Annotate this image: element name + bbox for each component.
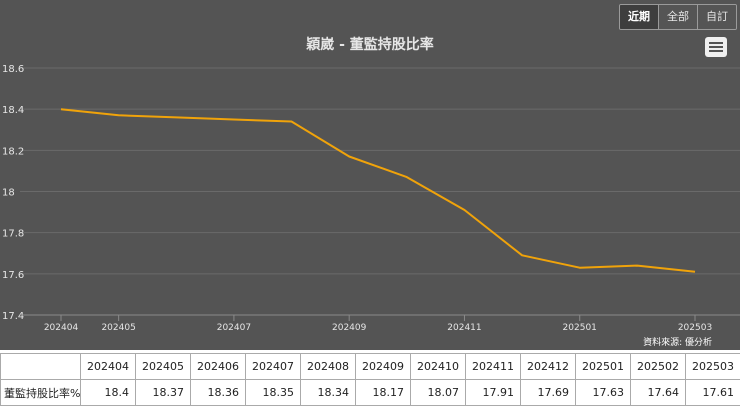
table-header-cell: 202408	[300, 353, 356, 380]
x-tick-label: 202407	[217, 323, 251, 333]
table-value-row: 董監持股比率% 18.4 18.37 18.36 18.35 18.34 18.17 18.0…	[0, 379, 740, 406]
source-note: 資料來源: 優分析	[643, 338, 712, 348]
table-header-cell: 202411	[465, 353, 521, 380]
y-tick-label: 17.6	[2, 270, 24, 281]
table-header-cell: 202502	[630, 353, 686, 380]
table-value-cell: 18.07	[410, 379, 466, 406]
table-value-cell: 18.17	[355, 379, 411, 406]
chart-panel: 17.4 17.6 17.8 18 18.2 18.4 18.6 202404 202405 20…	[0, 0, 740, 350]
table-header-cell: 202407	[245, 353, 301, 380]
y-tick-label: 17.4	[2, 311, 24, 322]
table-value-cell: 18.36	[190, 379, 246, 406]
y-tick-label: 18.6	[2, 64, 24, 75]
x-tick-label: 202409	[332, 323, 367, 333]
y-tick-label: 18.2	[2, 146, 24, 157]
series-line	[60, 108, 696, 273]
table-value-cell: 18.34	[300, 379, 356, 406]
range-all-button[interactable]: 全部	[658, 5, 697, 29]
table-value-cell: 18.4	[80, 379, 136, 406]
x-tick-label: 202404	[44, 323, 79, 333]
x-tick-label: 202503	[678, 323, 712, 333]
chart-title: 穎崴 - 董監持股比率	[306, 37, 434, 53]
table-header-cell: 202501	[575, 353, 631, 380]
line-chart: 17.4 17.6 17.8 18 18.2 18.4 18.6 202404 202405 20…	[2, 64, 740, 333]
table-value-cell: 17.64	[630, 379, 686, 406]
y-tick-label: 18	[2, 188, 15, 199]
table-header-cell: 202405	[135, 353, 191, 380]
data-table: 202404 202405 202406 202407 202408 202409 2024…	[0, 353, 740, 406]
y-tick-label: 18.4	[2, 105, 24, 116]
x-tick-label: 202411	[447, 323, 481, 333]
range-custom-button[interactable]: 自訂	[697, 5, 736, 29]
table-header-cell: 202409	[355, 353, 411, 380]
range-recent-button[interactable]: 近期	[620, 5, 658, 29]
x-tick-label: 202501	[563, 323, 597, 333]
table-header-cell: 202406	[190, 353, 246, 380]
x-tick-label: 202405	[101, 323, 135, 333]
table-corner-cell	[0, 353, 81, 380]
table-header-row: 202404 202405 202406 202407 202408 202409 2024…	[0, 353, 740, 380]
range-selector: 近期 全部 自訂	[619, 4, 737, 30]
table-header-cell: 202412	[520, 353, 576, 380]
hamburger-menu-icon[interactable]	[705, 37, 727, 57]
table-value-cell: 17.61	[685, 379, 740, 406]
table-value-cell: 17.63	[575, 379, 631, 406]
table-value-cell: 17.91	[465, 379, 521, 406]
table-value-cell: 18.37	[135, 379, 191, 406]
table-header-cell: 202503	[685, 353, 740, 380]
table-header-cell: 202410	[410, 353, 466, 380]
table-value-cell: 17.69	[520, 379, 576, 406]
table-row-label: 董監持股比率%	[0, 379, 81, 406]
table-value-cell: 18.35	[245, 379, 301, 406]
y-tick-label: 17.8	[2, 229, 24, 240]
table-header-cell: 202404	[80, 353, 136, 380]
